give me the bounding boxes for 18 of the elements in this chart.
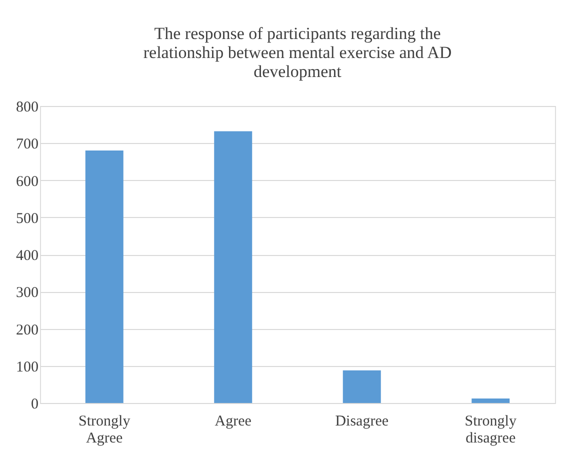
y-tick-label: 500 bbox=[16, 210, 38, 227]
bar bbox=[472, 398, 510, 403]
bar bbox=[342, 370, 381, 403]
bar bbox=[85, 150, 124, 403]
x-tick-label: Strongly disagree bbox=[464, 414, 517, 446]
y-tick-label: 400 bbox=[16, 248, 38, 264]
y-tick-label: 300 bbox=[16, 285, 38, 302]
y-tick-label: 800 bbox=[16, 100, 38, 116]
y-tick-label: 600 bbox=[16, 174, 38, 190]
bar bbox=[214, 131, 252, 403]
y-tick-label: 200 bbox=[16, 322, 38, 338]
chart-title: The response of participants regarding the relationship between mental exercise and AD development bbox=[143, 24, 452, 81]
y-tick-label: 0 bbox=[31, 396, 38, 412]
x-tick-label: Disagree bbox=[335, 414, 389, 430]
x-tick-label: Strongly Agree bbox=[78, 414, 131, 446]
y-tick-label: 100 bbox=[16, 359, 38, 376]
y-tick-label: 700 bbox=[16, 136, 38, 153]
x-tick-label: Agree bbox=[214, 414, 252, 430]
